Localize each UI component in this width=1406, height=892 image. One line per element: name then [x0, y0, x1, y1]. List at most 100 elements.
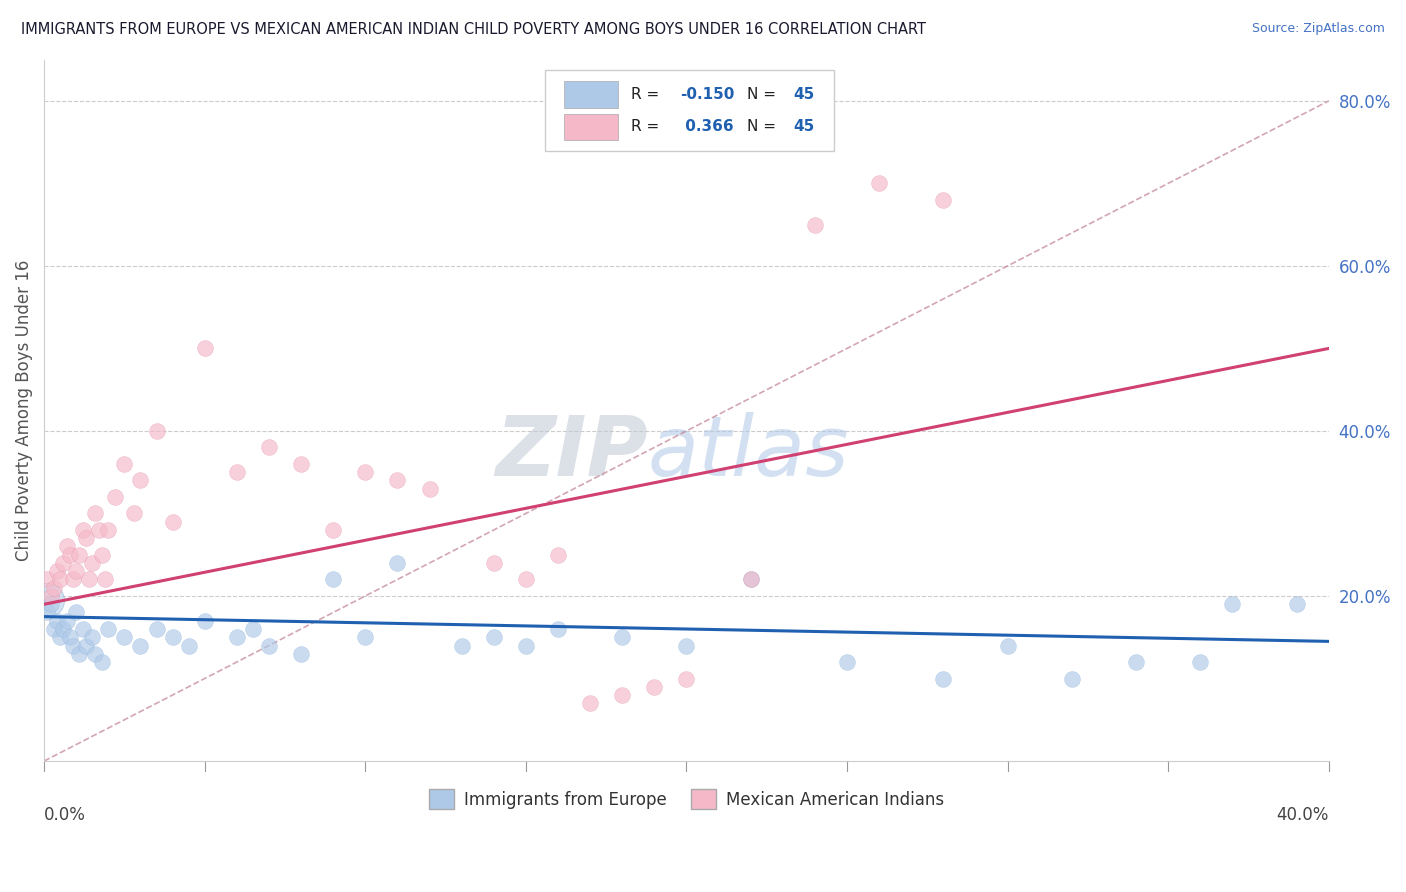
- Text: atlas: atlas: [648, 412, 849, 493]
- Point: [69, 647, 91, 661]
- Point: [62, 573, 84, 587]
- Point: [547, 622, 569, 636]
- Text: ZIP: ZIP: [495, 412, 648, 493]
- Point: [82, 630, 104, 644]
- Point: [242, 622, 264, 636]
- Point: [46, 564, 69, 578]
- Text: 45: 45: [793, 120, 814, 135]
- Point: [82, 556, 104, 570]
- Point: [72, 622, 94, 636]
- Point: [65, 606, 87, 620]
- Text: -0.150: -0.150: [681, 87, 734, 103]
- Point: [387, 556, 409, 570]
- Text: 0.366: 0.366: [681, 120, 734, 135]
- Point: [122, 507, 145, 521]
- Point: [322, 573, 344, 587]
- FancyBboxPatch shape: [546, 70, 834, 151]
- Text: 0.0%: 0.0%: [44, 806, 86, 824]
- Point: [194, 614, 217, 628]
- Point: [39, 597, 62, 611]
- Point: [932, 672, 955, 686]
- Point: [42, 581, 65, 595]
- Point: [257, 441, 280, 455]
- Point: [112, 630, 135, 644]
- Point: [55, 540, 77, 554]
- Point: [69, 548, 91, 562]
- Point: [52, 622, 75, 636]
- Point: [62, 639, 84, 653]
- Text: R =: R =: [631, 120, 664, 135]
- Point: [145, 622, 167, 636]
- Point: [1060, 672, 1083, 686]
- Point: [482, 556, 505, 570]
- Point: [835, 655, 858, 669]
- FancyBboxPatch shape: [564, 81, 619, 108]
- Point: [612, 630, 634, 644]
- Text: Source: ZipAtlas.com: Source: ZipAtlas.com: [1251, 22, 1385, 36]
- Point: [177, 639, 200, 653]
- Point: [104, 490, 127, 504]
- Point: [97, 523, 120, 537]
- Point: [612, 688, 634, 702]
- Point: [49, 630, 72, 644]
- Point: [675, 672, 697, 686]
- Point: [97, 622, 120, 636]
- Text: IMMIGRANTS FROM EUROPE VS MEXICAN AMERICAN INDIAN CHILD POVERTY AMONG BOYS UNDER: IMMIGRANTS FROM EUROPE VS MEXICAN AMERIC…: [21, 22, 927, 37]
- Point: [84, 507, 107, 521]
- Point: [37, 593, 59, 607]
- Point: [675, 639, 697, 653]
- Point: [59, 630, 82, 644]
- Text: N =: N =: [747, 87, 780, 103]
- Point: [84, 647, 107, 661]
- Point: [1189, 655, 1212, 669]
- Point: [1222, 597, 1244, 611]
- Point: [643, 680, 665, 694]
- Text: 45: 45: [793, 87, 814, 103]
- Point: [112, 457, 135, 471]
- Point: [42, 622, 65, 636]
- Point: [145, 424, 167, 438]
- Point: [72, 523, 94, 537]
- Point: [740, 573, 762, 587]
- Point: [418, 482, 440, 496]
- Point: [55, 614, 77, 628]
- Point: [290, 647, 312, 661]
- Y-axis label: Child Poverty Among Boys Under 16: Child Poverty Among Boys Under 16: [15, 260, 32, 561]
- Point: [225, 465, 247, 479]
- Point: [482, 630, 505, 644]
- Point: [290, 457, 312, 471]
- Point: [387, 474, 409, 488]
- Legend: Immigrants from Europe, Mexican American Indians: Immigrants from Europe, Mexican American…: [422, 782, 950, 816]
- Text: 40.0%: 40.0%: [1277, 806, 1329, 824]
- Point: [94, 573, 117, 587]
- Point: [932, 193, 955, 207]
- Point: [322, 523, 344, 537]
- Point: [129, 639, 152, 653]
- Point: [868, 177, 890, 191]
- Point: [740, 573, 762, 587]
- Point: [450, 639, 472, 653]
- Point: [225, 630, 247, 644]
- Point: [162, 630, 184, 644]
- Point: [87, 523, 110, 537]
- Point: [997, 639, 1019, 653]
- Point: [1125, 655, 1147, 669]
- Point: [75, 531, 97, 545]
- Point: [52, 556, 75, 570]
- Point: [75, 639, 97, 653]
- Point: [515, 573, 537, 587]
- Point: [804, 218, 827, 232]
- Point: [46, 614, 69, 628]
- Point: [39, 589, 62, 603]
- Point: [162, 515, 184, 529]
- FancyBboxPatch shape: [564, 113, 619, 140]
- Point: [515, 639, 537, 653]
- Point: [37, 573, 59, 587]
- Point: [194, 342, 217, 356]
- Point: [90, 655, 112, 669]
- Point: [579, 696, 602, 710]
- Point: [77, 573, 100, 587]
- Point: [354, 630, 377, 644]
- Point: [547, 548, 569, 562]
- Point: [354, 465, 377, 479]
